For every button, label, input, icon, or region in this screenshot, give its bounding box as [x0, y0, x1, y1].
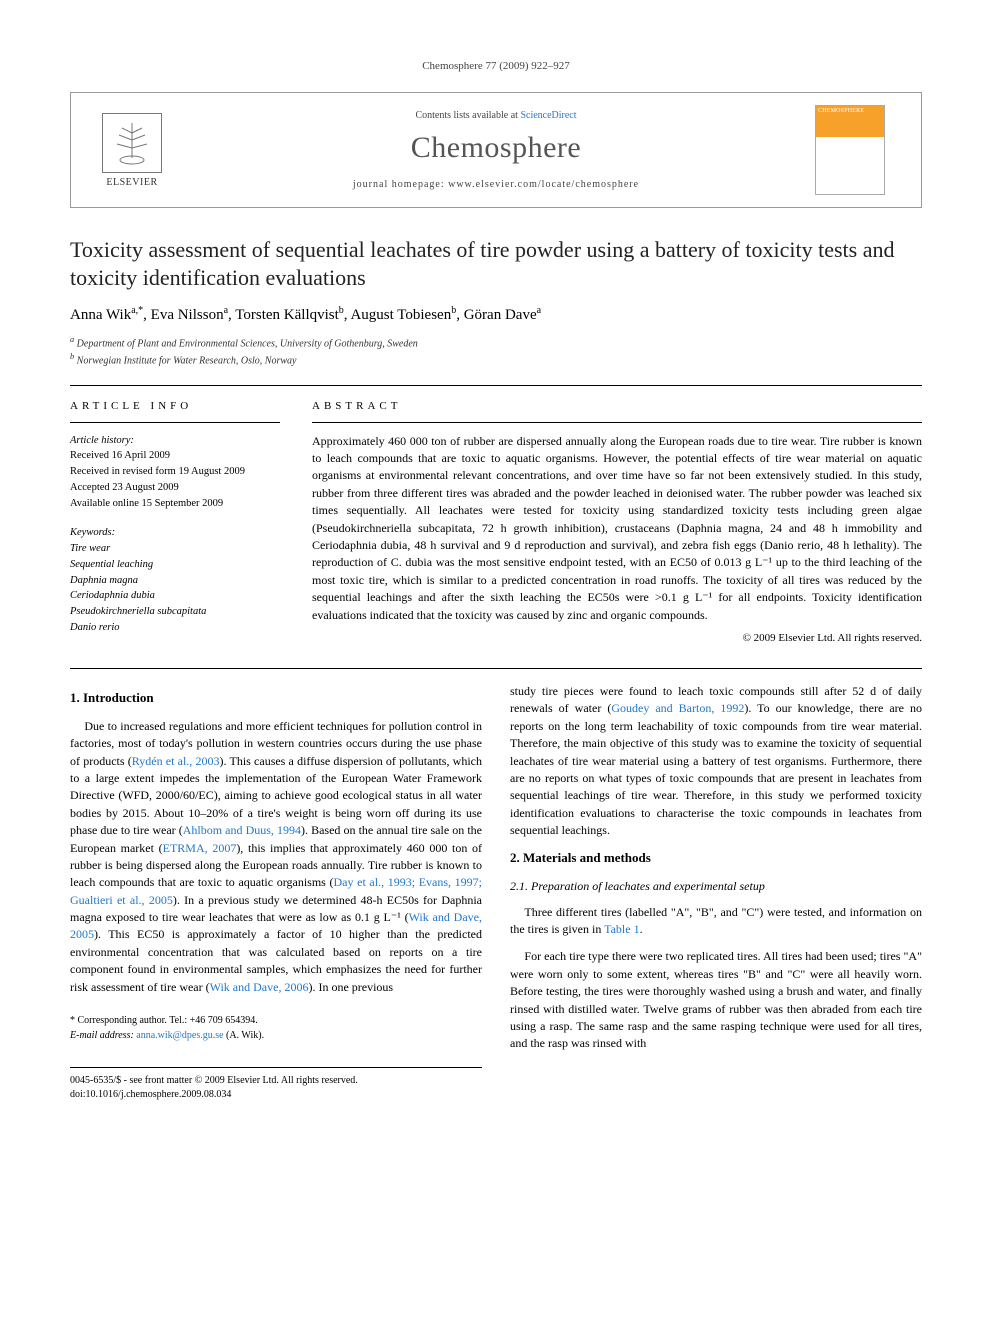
article-info-block: Article history: Received 16 April 2009 …: [70, 422, 280, 636]
journal-name: Chemosphere: [193, 131, 799, 165]
abstract-text: Approximately 460 000 ton of rubber are …: [312, 422, 922, 624]
history-line: Received in revised form 19 August 2009: [70, 464, 280, 480]
corr-label: * Corresponding author. Tel.: +46 709 65…: [70, 1014, 482, 1029]
footer-line-2: doi:10.1016/j.chemosphere.2009.08.034: [70, 1088, 482, 1102]
history-line: Received 16 April 2009: [70, 448, 280, 464]
contents-prefix: Contents lists available at: [415, 110, 520, 121]
masthead-center: Contents lists available at ScienceDirec…: [193, 110, 799, 190]
masthead: ELSEVIER Contents lists available at Sci…: [70, 92, 922, 208]
section-intro-head: 1. Introduction: [70, 689, 482, 708]
affiliation-b: b Norwegian Institute for Water Research…: [70, 351, 922, 368]
publisher-logo: ELSEVIER: [87, 113, 177, 188]
corr-email[interactable]: anna.wik@dpes.gu.se: [136, 1030, 223, 1041]
affiliations: a Department of Plant and Environmental …: [70, 334, 922, 369]
table-ref[interactable]: Table 1: [604, 922, 639, 936]
intro-para-2: study tire pieces were found to leach to…: [510, 683, 922, 840]
info-abstract-grid: ARTICLE INFO Article history: Received 1…: [70, 400, 922, 644]
abstract-head: ABSTRACT: [312, 400, 922, 412]
text: Three different tires (labelled "A", "B"…: [510, 905, 922, 936]
citation[interactable]: Rydén et al., 2003: [132, 754, 220, 768]
article-info-col: ARTICLE INFO Article history: Received 1…: [70, 400, 280, 644]
footer-block: 0045-6535/$ - see front matter © 2009 El…: [70, 1067, 482, 1102]
text: .: [640, 922, 643, 936]
mm-para-2: For each tire type there were two replic…: [510, 948, 922, 1052]
footer-line-1: 0045-6535/$ - see front matter © 2009 El…: [70, 1074, 482, 1088]
text: ). To our knowledge, there are no report…: [510, 701, 922, 837]
history-line: Accepted 23 August 2009: [70, 480, 280, 496]
email-label: E-mail address:: [70, 1030, 134, 1041]
affiliation-a: a Department of Plant and Environmental …: [70, 334, 922, 351]
text: ). In one previous: [308, 980, 393, 994]
abstract-col: ABSTRACT Approximately 460 000 ton of ru…: [312, 400, 922, 644]
homepage-prefix: journal homepage:: [353, 179, 448, 190]
mm-para-1: Three different tires (labelled "A", "B"…: [510, 904, 922, 939]
keyword: Danio rerio: [70, 620, 280, 636]
page: Chemosphere 77 (2009) 922–927 ELSEVIER C…: [0, 0, 992, 1162]
corresponding-author: * Corresponding author. Tel.: +46 709 65…: [70, 1014, 482, 1043]
body-columns: 1. Introduction Due to increased regulat…: [70, 683, 922, 1102]
contents-line: Contents lists available at ScienceDirec…: [193, 110, 799, 121]
keyword: Sequential leaching: [70, 557, 280, 573]
authors: Anna Wika,*, Eva Nilssona, Torsten Källq…: [70, 305, 922, 324]
keyword: Ceriodaphnia dubia: [70, 588, 280, 604]
citation[interactable]: Goudey and Barton, 1992: [611, 701, 744, 715]
homepage-url: www.elsevier.com/locate/chemosphere: [448, 179, 639, 190]
keyword: Pseudokirchneriella subcapitata: [70, 604, 280, 620]
keywords-list: Tire wear Sequential leaching Daphnia ma…: [70, 541, 280, 636]
article-title: Toxicity assessment of sequential leacha…: [70, 236, 922, 291]
history-label: Article history:: [70, 433, 280, 449]
publisher-label: ELSEVIER: [106, 177, 157, 188]
rule-top: [70, 385, 922, 386]
journal-cover-thumb: [815, 105, 885, 195]
section-mm-head: 2. Materials and methods: [510, 849, 922, 868]
keyword: Tire wear: [70, 541, 280, 557]
citation[interactable]: ETRMA, 2007: [163, 841, 237, 855]
sciencedirect-link[interactable]: ScienceDirect: [520, 110, 576, 121]
keyword: Daphnia magna: [70, 573, 280, 589]
article-info-head: ARTICLE INFO: [70, 400, 280, 412]
keywords-label: Keywords:: [70, 525, 280, 541]
section-mm-sub1: 2.1. Preparation of leachates and experi…: [510, 878, 922, 895]
corr-suffix: (A. Wik).: [226, 1030, 264, 1041]
abstract-copyright: © 2009 Elsevier Ltd. All rights reserved…: [312, 632, 922, 644]
citation[interactable]: Ahlbom and Duus, 1994: [183, 823, 301, 837]
intro-para-1: Due to increased regulations and more ef…: [70, 718, 482, 996]
homepage-line: journal homepage: www.elsevier.com/locat…: [193, 179, 799, 190]
running-head: Chemosphere 77 (2009) 922–927: [70, 60, 922, 72]
elsevier-tree-icon: [102, 113, 162, 173]
citation[interactable]: Wik and Dave, 2006: [210, 980, 309, 994]
history-line: Available online 15 September 2009: [70, 496, 280, 512]
rule-mid: [70, 668, 922, 669]
